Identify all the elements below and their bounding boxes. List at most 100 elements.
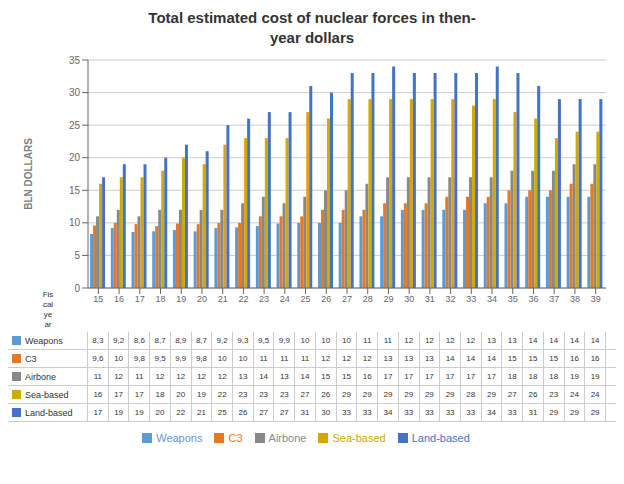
svg-text:26: 26 <box>321 294 331 304</box>
svg-text:17: 17 <box>135 294 145 304</box>
html-text:9,9: 9,9 <box>175 354 187 363</box>
svg-text:25: 25 <box>301 294 311 304</box>
html-text:14: 14 <box>528 336 538 345</box>
html-text:12: 12 <box>466 336 476 345</box>
html-text:11: 11 <box>93 372 102 381</box>
html-text:Airbone: Airbone <box>25 371 56 382</box>
html-text:15: 15 <box>549 354 559 363</box>
html-text:8,6: 8,6 <box>133 336 145 345</box>
svg-text:25: 25 <box>69 120 81 131</box>
svg-text:35: 35 <box>69 55 81 66</box>
svg-text:22: 22 <box>238 294 248 304</box>
svg-text:32: 32 <box>446 294 456 304</box>
svg-text:31: 31 <box>425 294 435 304</box>
svg-text:29: 29 <box>383 294 393 304</box>
html-text:9,3: 9,3 <box>237 336 249 345</box>
svg-text:21: 21 <box>218 294 228 304</box>
html-text:Airbone: Airbone <box>268 432 307 444</box>
html-text:13: 13 <box>404 354 414 363</box>
html-text:Weapons: Weapons <box>156 432 203 444</box>
html-text:13: 13 <box>487 336 496 345</box>
svg-text:0: 0 <box>74 283 80 294</box>
svg-text:15: 15 <box>69 185 81 196</box>
svg-text:30: 30 <box>404 294 414 304</box>
svg-text:23: 23 <box>259 294 269 304</box>
html-text:10: 10 <box>217 354 227 363</box>
html-text:12: 12 <box>114 372 123 381</box>
html-text:16: 16 <box>569 354 579 363</box>
html-text:14: 14 <box>549 336 559 345</box>
html-text:8,3: 8,3 <box>92 336 104 345</box>
svg-text:34: 34 <box>487 294 497 304</box>
svg-text:24: 24 <box>280 294 290 304</box>
svg-text:30: 30 <box>69 87 81 98</box>
html-text:11: 11 <box>280 354 289 363</box>
html-text:9,5: 9,5 <box>258 336 270 345</box>
svg-text:20: 20 <box>197 294 207 304</box>
html-text:12: 12 <box>424 336 434 345</box>
html-text:13: 13 <box>383 354 393 363</box>
html-text:12: 12 <box>342 354 351 363</box>
html-text:Total estimated cost of nuclea: Total estimated cost of nuclear forces i… <box>148 9 476 46</box>
html-text:12: 12 <box>404 336 414 345</box>
html-text:14: 14 <box>590 336 600 345</box>
html-text:15: 15 <box>507 354 517 363</box>
html-text:12: 12 <box>445 336 455 345</box>
svg-text:18: 18 <box>156 294 166 304</box>
html-text:9,2: 9,2 <box>216 336 228 345</box>
html-text:11: 11 <box>383 336 393 345</box>
svg-text:19: 19 <box>176 294 186 304</box>
html-text:Sea-based: Sea-based <box>25 389 69 400</box>
html-text:14: 14 <box>487 354 496 363</box>
html-text:10: 10 <box>342 336 351 345</box>
html-text:8,7: 8,7 <box>154 336 166 345</box>
svg-text:15: 15 <box>93 294 103 304</box>
html-text:11: 11 <box>363 336 372 345</box>
html-text:15: 15 <box>528 354 538 363</box>
svg-text:10: 10 <box>69 217 81 228</box>
html-text:12: 12 <box>155 372 165 381</box>
svg-text:35: 35 <box>508 294 518 304</box>
html-text:11: 11 <box>300 354 310 363</box>
html-text:11: 11 <box>135 372 144 381</box>
html-text:11: 11 <box>259 354 268 363</box>
html-text:Land-based: Land-based <box>25 407 73 418</box>
html-text:12: 12 <box>321 354 331 363</box>
svg-text:33: 33 <box>466 294 476 304</box>
html-text:14: 14 <box>569 336 579 345</box>
svg-text:20: 20 <box>69 152 81 163</box>
html-text:13: 13 <box>507 336 517 345</box>
html-text:9,6: 9,6 <box>92 354 104 363</box>
html-text:16: 16 <box>590 354 600 363</box>
svg-text:16: 16 <box>114 294 124 304</box>
svg-text:37: 37 <box>549 294 559 304</box>
svg-text:39: 39 <box>591 294 601 304</box>
html-text:9,2: 9,2 <box>113 336 125 345</box>
html-text:10: 10 <box>321 336 331 345</box>
html-text:14: 14 <box>466 354 476 363</box>
html-text:Land-based: Land-based <box>411 432 470 444</box>
svg-text:38: 38 <box>570 294 580 304</box>
html-text:13: 13 <box>424 354 434 363</box>
html-text:Fis cal ye ar: Fis cal ye ar <box>42 290 54 329</box>
html-text:9,8: 9,8 <box>133 354 145 363</box>
html-text:9,9: 9,9 <box>278 336 290 345</box>
html-text:12: 12 <box>362 354 372 363</box>
svg-text:BLN DOLLARS: BLN DOLLARS <box>23 138 34 210</box>
html-text:C3: C3 <box>25 353 37 364</box>
svg-text:28: 28 <box>363 294 373 304</box>
html-text:10: 10 <box>114 354 123 363</box>
html-text:9,5: 9,5 <box>154 354 166 363</box>
html-text:10: 10 <box>300 336 310 345</box>
html-text:9,8: 9,8 <box>195 354 207 363</box>
html-text:14: 14 <box>445 354 455 363</box>
svg-text:5: 5 <box>74 250 80 261</box>
html-text:10: 10 <box>238 354 248 363</box>
html-text:C3: C3 <box>228 432 243 444</box>
svg-text:36: 36 <box>528 294 538 304</box>
svg-text:27: 27 <box>342 294 352 304</box>
html-text:8,9: 8,9 <box>175 336 187 345</box>
html-text:Weapons: Weapons <box>25 335 63 346</box>
html-text:8,7: 8,7 <box>195 336 207 345</box>
html-text:Sea-based: Sea-based <box>332 432 386 444</box>
